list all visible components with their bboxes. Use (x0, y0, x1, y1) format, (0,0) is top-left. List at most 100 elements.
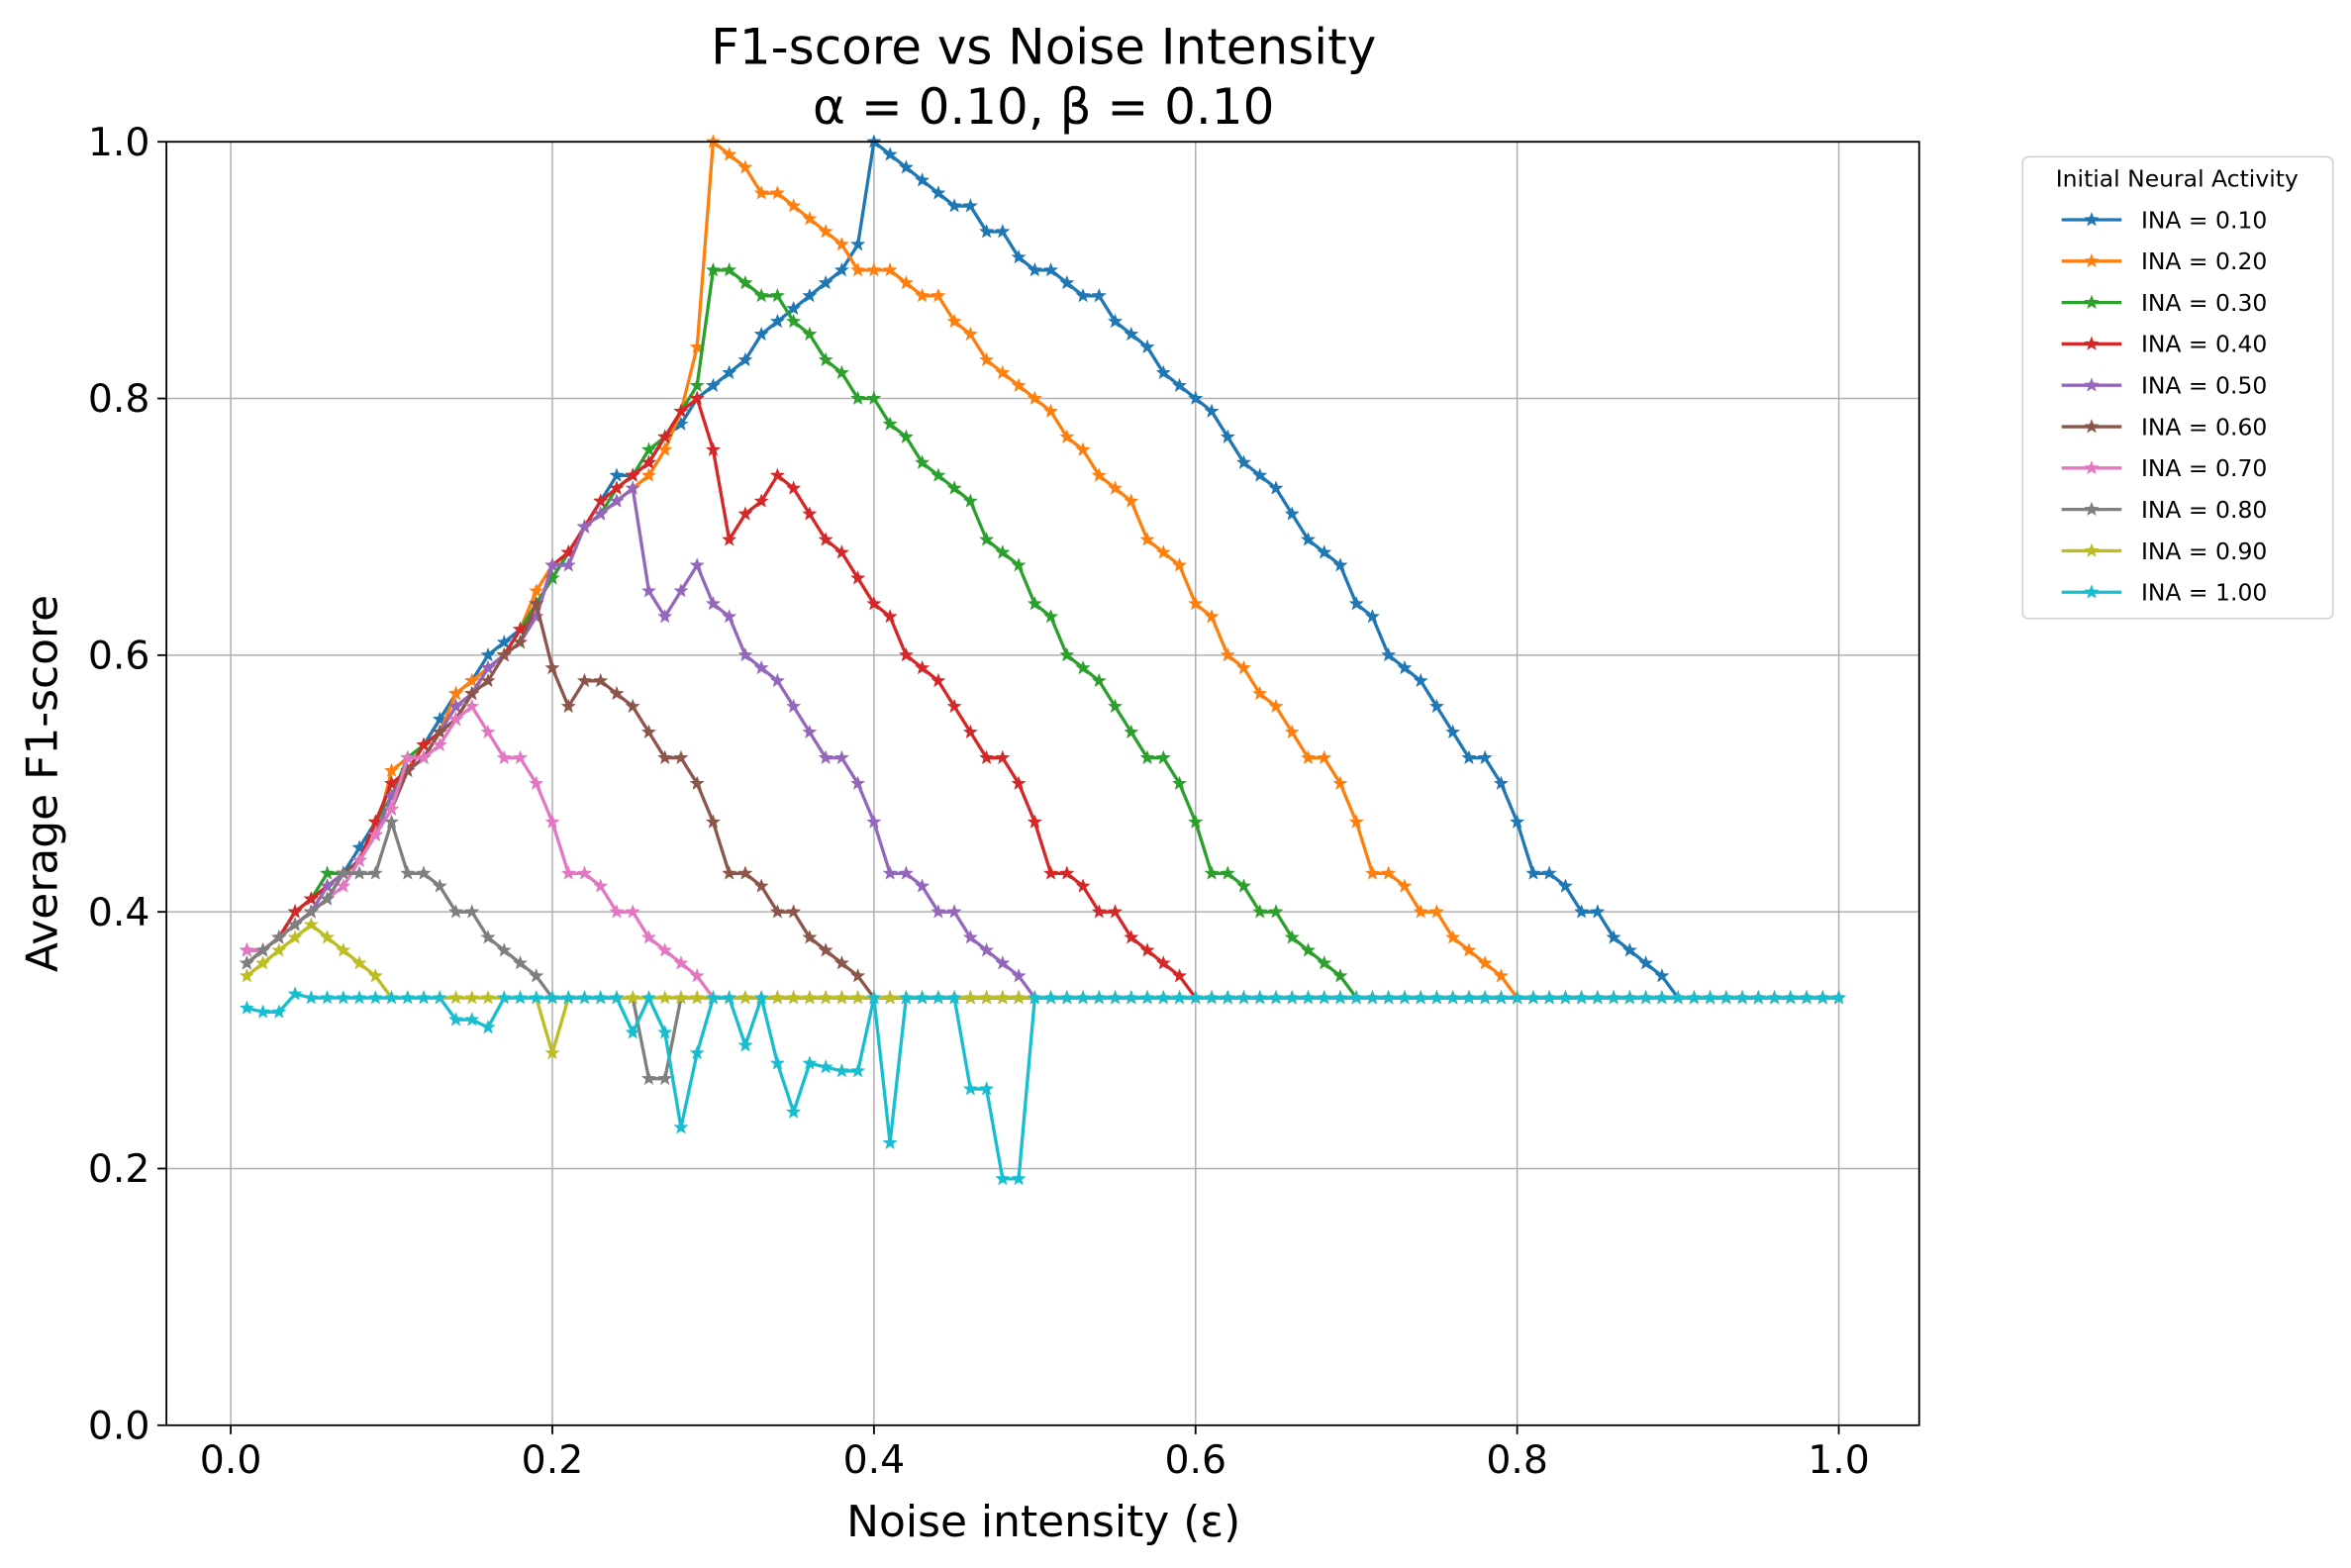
data-point (1814, 990, 1830, 1005)
data-point (351, 955, 367, 970)
data-point (850, 570, 866, 585)
data-point (513, 622, 528, 637)
data-point (689, 990, 705, 1005)
data-point (464, 698, 480, 714)
data-point (1075, 878, 1091, 893)
legend-label: INA = 0.70 (2141, 454, 2267, 482)
data-point (593, 672, 609, 688)
data-point (496, 646, 512, 662)
data-point (931, 287, 946, 303)
data-point (898, 990, 914, 1005)
data-point (1091, 904, 1107, 919)
data-point (1172, 968, 1188, 983)
data-point (802, 930, 818, 944)
data-point (1252, 685, 1268, 701)
data-point (705, 441, 721, 456)
data-point (946, 198, 962, 213)
data-point (1461, 990, 1477, 1005)
data-point (866, 262, 882, 277)
data-point (480, 1019, 496, 1034)
data-point (1220, 865, 1235, 880)
data-point (866, 990, 882, 1005)
data-point (657, 990, 673, 1005)
data-point (576, 519, 592, 534)
data-point (753, 659, 769, 675)
data-point (609, 904, 625, 919)
data-point (609, 493, 625, 508)
data-point (1348, 814, 1364, 829)
data-point (882, 609, 898, 624)
data-point (673, 749, 689, 764)
legend-entry: INA = 0.70 (2061, 454, 2267, 482)
data-point (513, 635, 528, 649)
data-point (351, 839, 367, 854)
x-tick-label: 1.0 (1808, 1437, 1870, 1483)
data-point (1703, 990, 1718, 1005)
data-point (1075, 659, 1091, 675)
data-point (1011, 990, 1027, 1005)
data-point (1204, 609, 1220, 624)
data-point (1348, 990, 1364, 1005)
data-point (432, 736, 447, 751)
data-point (593, 493, 609, 508)
data-point (1043, 609, 1059, 624)
data-point (898, 274, 914, 290)
data-point (1284, 930, 1300, 944)
data-point (529, 583, 544, 598)
data-point (1767, 990, 1783, 1005)
data-point (416, 990, 432, 1005)
legend-entry: INA = 1.00 (2061, 579, 2267, 607)
data-point (336, 865, 351, 880)
plot-area-frame (165, 141, 1920, 1426)
data-point (979, 990, 995, 1005)
data-point (255, 955, 271, 970)
data-point (448, 904, 464, 919)
data-point (915, 990, 931, 1005)
legend-marker (2084, 212, 2100, 227)
data-point (1574, 990, 1590, 1005)
data-point (496, 942, 512, 957)
data-point (544, 570, 560, 585)
data-point (1590, 904, 1606, 919)
data-point (1461, 942, 1477, 957)
data-point (609, 685, 625, 701)
data-point (833, 364, 849, 379)
data-point (882, 1134, 898, 1149)
data-point (1108, 990, 1124, 1005)
data-point (1124, 724, 1139, 739)
data-point (995, 224, 1011, 239)
data-point (1075, 441, 1091, 456)
data-point (722, 532, 737, 546)
data-point (432, 711, 447, 727)
data-point (946, 698, 962, 714)
series-line (246, 140, 1839, 1000)
data-point (1139, 532, 1155, 546)
data-point (995, 544, 1011, 559)
data-point (1621, 990, 1637, 1005)
data-point (1059, 646, 1075, 662)
legend-label: INA = 0.10 (2141, 206, 2267, 234)
data-point (818, 224, 833, 239)
data-point (1091, 467, 1107, 482)
data-point (1155, 749, 1171, 764)
x-tick-label: 0.0 (200, 1437, 262, 1483)
data-point (480, 724, 496, 739)
data-point (722, 865, 737, 880)
legend-label: INA = 0.80 (2141, 496, 2267, 524)
data-point (1075, 990, 1091, 1005)
data-point (786, 904, 802, 919)
data-point (320, 865, 336, 880)
data-point (657, 942, 673, 957)
data-point (689, 775, 705, 790)
x-tick-label: 0.8 (1486, 1437, 1548, 1483)
data-point (609, 990, 625, 1005)
legend-marker (2084, 294, 2100, 309)
data-point (866, 814, 882, 829)
data-point (898, 646, 914, 662)
data-point (657, 429, 673, 443)
legend-marker (2084, 584, 2100, 599)
data-point (946, 313, 962, 329)
data-point (1557, 878, 1573, 893)
data-point (1364, 990, 1380, 1005)
legend-items: INA = 0.10 INA = 0.20 INA = 0.30 INA = 0.40… (2061, 206, 2267, 607)
